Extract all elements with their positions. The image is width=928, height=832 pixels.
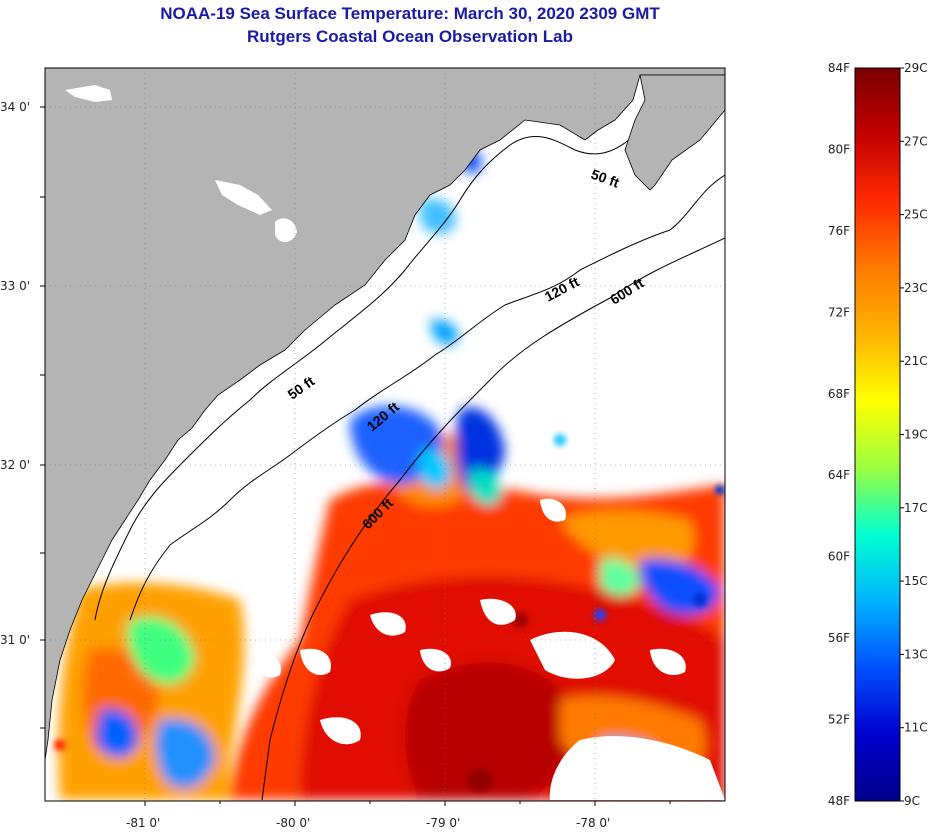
colorbar-celsius-label: 13C	[904, 647, 928, 661]
land-mass	[45, 68, 725, 761]
map-frame	[44, 67, 726, 802]
map-title: NOAA-19 Sea Surface Temperature: March 3…	[160, 4, 660, 23]
lat-label: 31 0'	[0, 633, 30, 647]
land-strip	[624, 74, 725, 191]
colorbar-fahrenheit-label: 52F	[828, 713, 850, 727]
colorbar-fahrenheit-label: 76F	[828, 224, 850, 238]
latitude-labels: 34 0' 33 0' 32 0' 31 0'	[0, 100, 30, 647]
lat-label: 33 0'	[0, 279, 30, 293]
colorbar: 84F 80F 76F 72F 68F 64F 60F 56F 52F 48F 29C 27C 25C…	[828, 61, 928, 808]
cloud-mask	[255, 498, 725, 800]
colorbar-celsius-label: 11C	[904, 721, 928, 735]
colorbar-celsius-label: 29C	[904, 61, 928, 75]
colorbar-celsius-label: 9C	[904, 794, 920, 808]
colorbar-fahrenheit-label: 64F	[828, 468, 850, 482]
colorbar-celsius-label: 17C	[904, 501, 928, 515]
colorbar-fahrenheit-label: 56F	[828, 631, 850, 645]
colorbar-fahrenheit-label: 48F	[828, 794, 850, 808]
depth-contours	[94, 129, 725, 801]
colorbar-fahrenheit-label: 80F	[828, 142, 850, 156]
colorbar-celsius-label: 21C	[904, 354, 928, 368]
colorbar-fahrenheit-label: 68F	[828, 387, 850, 401]
colorbar-fahrenheit-label: 72F	[828, 305, 850, 319]
inland-features	[65, 85, 297, 243]
colorbar-celsius-label: 23C	[904, 281, 928, 295]
map-subtitle: Rutgers Coastal Ocean Observation Lab	[247, 27, 573, 46]
longitude-labels: -81 0' -80 0' -79 0' -78 0'	[126, 816, 610, 830]
lat-label: 34 0'	[0, 100, 30, 114]
colorbar-fahrenheit-label: 84F	[828, 61, 850, 75]
lat-label: 32 0'	[0, 458, 30, 472]
colorbar-celsius-label: 19C	[904, 428, 928, 442]
axis-ticks	[40, 106, 671, 806]
colorbar-celsius-label: 27C	[904, 134, 928, 148]
colorbar-celsius-label: 15C	[904, 574, 928, 588]
colorbar-fahrenheit-label: 60F	[828, 550, 850, 564]
lon-label: -80 0'	[276, 816, 310, 830]
lon-label: -81 0'	[126, 816, 160, 830]
colorbar-celsius-label: 25C	[904, 208, 928, 222]
sst-field	[54, 148, 725, 800]
colorbar-gradient	[854, 67, 901, 802]
graticule	[45, 68, 725, 801]
lon-label: -79 0'	[426, 816, 460, 830]
map-area[interactable]	[45, 68, 725, 801]
lon-label: -78 0'	[576, 816, 610, 830]
